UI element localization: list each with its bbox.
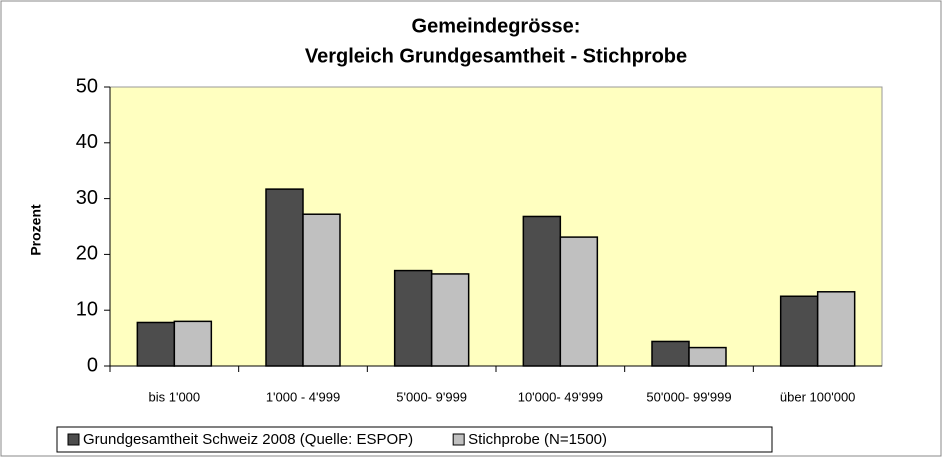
x-tick-label: 50'000- 99'999 [646,389,731,404]
bar [816,291,856,367]
bar [559,236,599,367]
y-tick-label: 0 [87,354,98,376]
legend-swatch [452,433,465,446]
chart-title: Gemeindegrösse: [412,15,581,37]
x-tick-label: bis 1'000 [149,389,201,404]
legend-label: Stichprobe (N=1500) [468,431,607,448]
chart-title: Vergleich Grundgesamtheit - Stichprobe [305,45,687,67]
bar [430,273,470,367]
legend-swatch [67,433,80,446]
bar [522,215,562,367]
legend [56,426,773,453]
bar [136,321,176,367]
plot-area [109,86,883,367]
y-tick-label: 30 [76,187,98,209]
bar [779,295,819,367]
x-tick-label: 5'000- 9'999 [396,389,467,404]
bar [302,213,341,367]
x-tick-label: über 100'000 [780,389,856,404]
bar [651,340,690,367]
bar [265,188,304,367]
y-tick-label: 50 [76,75,98,97]
y-tick-label: 20 [76,243,98,265]
y-axis-label: Prozent [28,204,44,256]
legend-label: Grundgesamtheit Schweiz 2008 (Quelle: ES… [83,431,413,448]
bar [688,346,727,367]
x-tick-label: 10'000- 49'999 [518,389,603,404]
x-tick-label: 1'000 - 4'999 [266,389,340,404]
y-tick-label: 40 [76,131,98,153]
bar [393,269,433,367]
bar [173,320,213,367]
y-tick-label: 10 [76,298,98,320]
